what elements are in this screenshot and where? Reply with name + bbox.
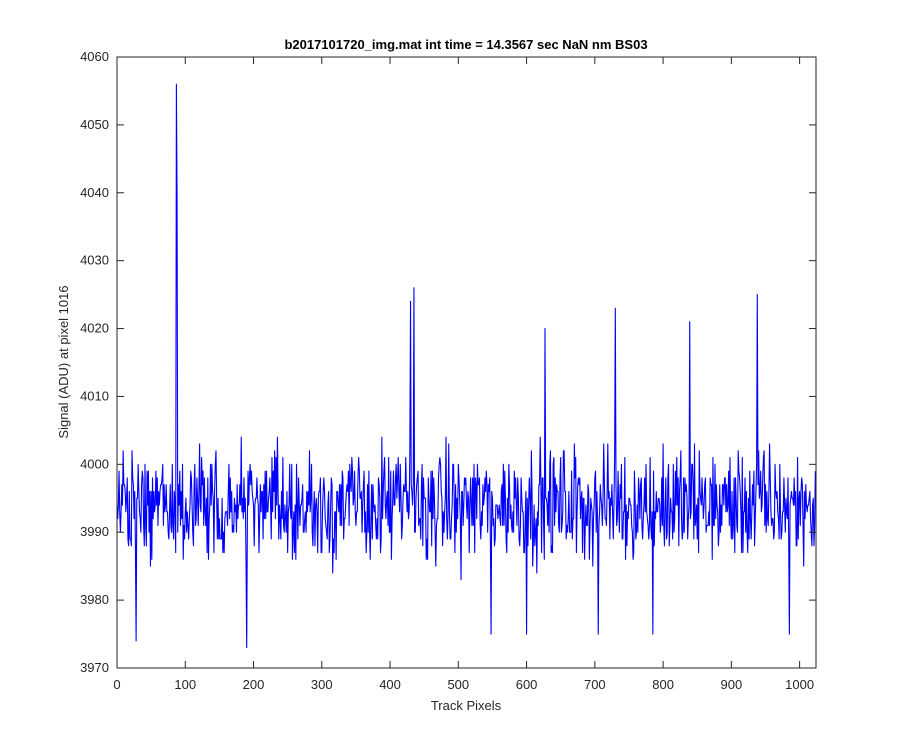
y-tick-label: 4060: [80, 49, 109, 64]
data-layer: [116, 83, 816, 649]
y-tick-label: 3970: [80, 660, 109, 675]
chart-title: b2017101720_img.mat int time = 14.3567 s…: [284, 37, 647, 52]
x-tick-label: 200: [243, 677, 265, 692]
x-axis-label: Track Pixels: [431, 698, 502, 713]
series-line: [116, 83, 816, 649]
axes-box: [116, 56, 817, 669]
y-tick-label: 4000: [80, 456, 109, 471]
ticks-layer: 0 100 200 300 400 500 600 700 800 900 1000 3970 3980…: [80, 49, 816, 692]
x-tick-label: 800: [652, 677, 674, 692]
y-tick-label: 4010: [80, 388, 109, 403]
y-tick-label: 3990: [80, 524, 109, 539]
x-tick-label: 1000: [785, 677, 814, 692]
y-tick-label: 4020: [80, 321, 109, 336]
y-tick-label: 4050: [80, 117, 109, 132]
x-tick-label: 700: [584, 677, 606, 692]
x-tick-label: 900: [721, 677, 743, 692]
x-tick-label: 600: [516, 677, 538, 692]
plot-area: [117, 57, 816, 668]
y-tick-label: 3980: [80, 592, 109, 607]
x-tick-label: 0: [113, 677, 120, 692]
y-tick-label: 4030: [80, 253, 109, 268]
x-tick-label: 300: [311, 677, 333, 692]
x-tick-label: 500: [447, 677, 469, 692]
y-tick-label: 4040: [80, 185, 109, 200]
x-tick-label: 400: [379, 677, 401, 692]
y-axis-label: Signal (ADU) at pixel 1016: [56, 285, 71, 438]
x-tick-label: 100: [174, 677, 196, 692]
